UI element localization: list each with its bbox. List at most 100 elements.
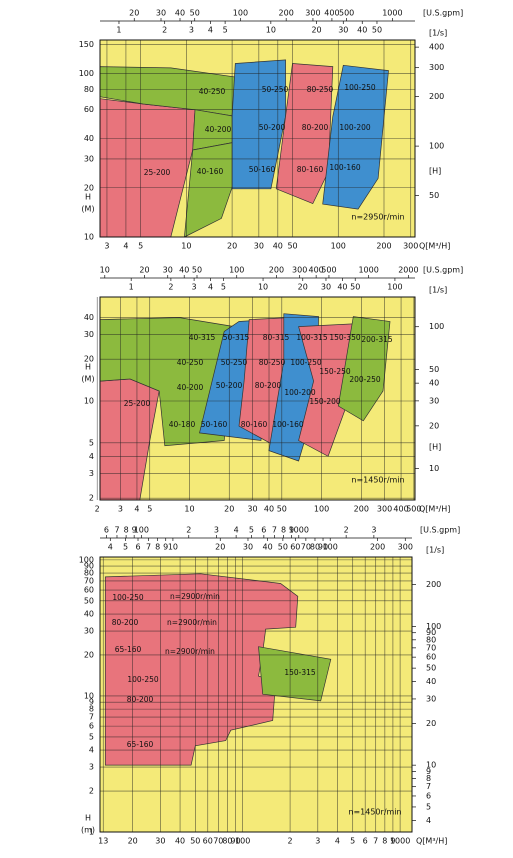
gpm-tick-label: 30 <box>163 266 173 275</box>
y-tick-label: 4 <box>89 746 94 755</box>
gpm-tick-label: 6 <box>261 526 266 535</box>
x-tick-label: 4 <box>123 242 128 251</box>
region-label: n=2900r/min <box>165 647 215 656</box>
y2-tick-label: 50 <box>429 191 439 200</box>
y-tick-label: 7 <box>89 713 94 722</box>
gpm-tick-label: 5 <box>249 526 254 535</box>
x-tick-label: 5 <box>350 837 355 846</box>
gpm-tick-label: 400 <box>309 266 324 275</box>
y2-tick-label: 80 <box>426 635 436 644</box>
ls-tick-label: 100 <box>323 543 338 552</box>
y2-tick-label: 200 <box>426 580 441 589</box>
y2-tick-label: 10 <box>426 761 436 770</box>
region-label: 200-250 <box>349 375 381 384</box>
ls-tick-label: 50 <box>372 26 382 35</box>
ls-tick-label: 5 <box>221 283 226 292</box>
gpm-tick-label: 20 <box>139 266 149 275</box>
gpm-axis-title: [U.S.gpm] <box>423 9 463 18</box>
ls-tick-label: 6 <box>135 543 140 552</box>
x-tick-label: 30 <box>254 242 264 251</box>
ls-tick-label: 10 <box>258 283 268 292</box>
y2-tick-label: 100 <box>429 142 444 151</box>
x-tick-label: 300 <box>377 505 392 514</box>
gpm-tick-label: 9 <box>289 526 294 535</box>
y-tick-label: 100 <box>79 69 94 78</box>
pump-region <box>322 64 389 210</box>
gpm-tick-label: 40 <box>175 9 185 18</box>
x-tick-label: 40 <box>175 837 185 846</box>
y-tick-label: 30 <box>84 330 94 339</box>
y-tick-label: 5 <box>89 438 94 447</box>
y-tick-label: 20 <box>84 355 94 364</box>
region-label: 40-200 <box>177 383 204 392</box>
y-tick-label: 50 <box>84 596 94 605</box>
region-label: 50-200 <box>216 381 243 390</box>
y-tick-label: 10 <box>84 233 94 242</box>
gpm-tick-label: 300 <box>292 266 307 275</box>
x-tick-label: 3 <box>118 505 123 514</box>
x-tick-label: 30 <box>247 505 257 514</box>
region-label: 200-315 <box>361 335 393 344</box>
ls-tick-label: 300 <box>398 543 413 552</box>
y-axis-title: H <box>85 193 91 202</box>
region-label: 25-200 <box>144 168 171 177</box>
y2-tick-label: 60 <box>426 653 436 662</box>
region-label: 80-200 <box>127 695 154 704</box>
gpm-tick-label: 100 <box>229 266 244 275</box>
ls-tick-label: 20 <box>215 543 225 552</box>
y-tick-label: 20 <box>84 183 94 192</box>
y2-tick-label: 4 <box>426 816 431 825</box>
gpm-tick-label: 3 <box>214 526 219 535</box>
gpm-tick-label: 500 <box>339 9 354 18</box>
ls-tick-label: 90 <box>318 543 328 552</box>
x-tick-label: 20 <box>224 505 234 514</box>
gpm-tick-label: 300 <box>305 9 320 18</box>
x-tick-label: 5 <box>138 242 143 251</box>
pump-region <box>337 316 391 422</box>
plot-frame <box>99 296 416 501</box>
region-label: 40-180 <box>169 420 196 429</box>
ls-tick-label: 30 <box>243 543 253 552</box>
gpm-tick-label: 40 <box>179 266 189 275</box>
x-tick-label: 100 <box>331 242 346 251</box>
gpm-tick-label: 2000 <box>398 266 418 275</box>
x-tick-label: 3 <box>104 242 109 251</box>
gpm-tick-label: 9 <box>132 526 137 535</box>
ls-axis-title: [1/s] <box>429 29 447 38</box>
y2-tick-label: 9 <box>426 767 431 776</box>
x-tick-label: 7 <box>373 837 378 846</box>
y-tick-label: 2 <box>89 787 94 796</box>
region-label: n=2900r/min <box>167 618 217 627</box>
pump-region <box>99 317 235 447</box>
ls-tick-label: 2 <box>162 26 167 35</box>
ls-tick-label: 1 <box>116 26 121 35</box>
region-label: 150-350 <box>329 333 361 342</box>
ls-tick-label: 10 <box>168 543 178 552</box>
region-label: 100-200 <box>339 123 371 132</box>
y2-axis-title: [H] <box>429 166 441 175</box>
region-label: 50-160 <box>201 420 228 429</box>
y-tick-label: 100 <box>79 555 94 564</box>
x-tick-label: 20 <box>227 242 237 251</box>
region-label: 150-250 <box>319 367 351 376</box>
x-tick-label: 4 <box>134 505 139 514</box>
x-tick-label: 8 <box>382 837 387 846</box>
gpm-tick-label: 100 <box>233 9 248 18</box>
gpm-tick-label: 8 <box>124 526 129 535</box>
x-tick-label: 9 <box>390 837 395 846</box>
y2-tick-label: 50 <box>429 365 439 374</box>
x-tick-label: 5 <box>147 505 152 514</box>
y-tick-label: 8 <box>89 705 94 714</box>
region-label: 65-160 <box>115 645 142 654</box>
gpm-tick-label: 200 <box>279 9 294 18</box>
y-tick-label: 30 <box>84 154 94 163</box>
speed-annotation: n=1450r/min <box>351 476 404 485</box>
gpm-tick-label: 20 <box>129 9 139 18</box>
region-label: 40-315 <box>189 333 216 342</box>
region-label: 40-250 <box>177 358 204 367</box>
y2-tick-label: 20 <box>426 719 436 728</box>
ls-tick-label: 4 <box>108 543 113 552</box>
y2-tick-label: 7 <box>426 782 431 791</box>
region-label: 150-315 <box>284 668 316 677</box>
y-axis-title: H <box>85 814 91 823</box>
